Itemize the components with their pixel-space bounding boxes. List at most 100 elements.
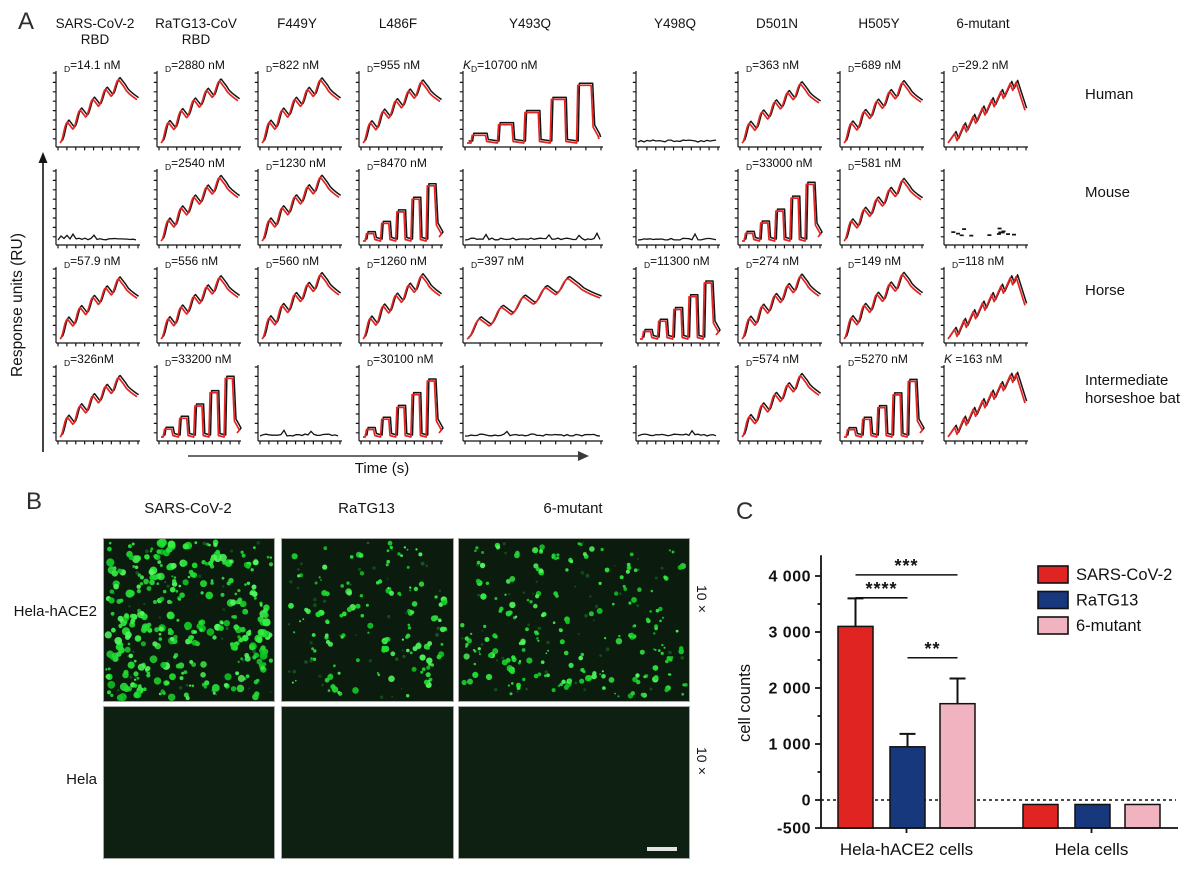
kd-number: =29.2 nM [958,58,1009,72]
binding-curve-data [364,273,443,338]
sensorgram-plot [459,169,603,249]
cell-dot [511,655,516,660]
cell-dot [430,663,434,667]
cell-dot [525,627,529,632]
binding-curve-data [162,275,241,338]
binding-curve-fit [161,377,241,438]
sensorgram-0-6: D=363 nM [730,58,824,154]
cell-dot [387,540,393,546]
cell-dot [390,651,396,657]
cell-dot [313,649,317,653]
cell-dot-faint [527,623,530,627]
cell-dot [146,666,150,670]
kd-value: KD=10700 nM [463,58,538,74]
cell-dot [244,583,247,586]
cell-dot [157,560,162,564]
cell-dot [188,684,192,687]
cell-dot [481,551,485,554]
kd-value: D=1260 nM [367,254,427,270]
cell-dot-faint [390,548,393,551]
cell-dot [623,587,628,591]
sensorgram-plot [459,267,603,347]
cell-dot [440,643,443,646]
row-label-1: Mouse [1085,184,1131,201]
cell-dot [160,693,162,696]
cell-dot [143,687,147,691]
cell-dot [139,575,144,580]
binding-curve-data [637,232,717,241]
sensorgram-1-0 [48,156,142,252]
cell-dot [476,560,481,565]
cell-dot [485,673,493,681]
sensorgram-1-8 [936,156,1030,252]
kd-value: D=30100 nM [367,352,434,368]
cell-dot [237,635,241,639]
cell-dot [433,615,439,621]
cell-dot [107,680,116,689]
cell-dot [167,628,173,633]
cell-dot [257,616,264,623]
cell-dot [568,662,574,668]
cell-dot [629,552,634,557]
cell-dot [312,657,317,661]
cell-dot [563,650,569,656]
cell-dot [210,579,214,582]
cell-dot [667,673,670,676]
cell-dot-faint [496,659,499,662]
cell-dot [535,594,540,599]
cell-dot [162,589,167,594]
cell-dot [405,635,409,639]
cell-dot [230,599,237,606]
sensorgram-2-3: D=1260 nM [351,254,445,350]
cell-dot [121,621,127,627]
cell-dot [660,651,664,655]
cell-dot [582,552,587,557]
binding-curve-data [61,76,140,142]
cell-dot [124,646,131,653]
kd-number: =118 nM [958,254,1005,268]
cell-dot-faint [222,608,226,611]
kd-subscript-d: D [64,64,71,74]
cell-dot [140,626,148,633]
cell-dot [256,658,263,665]
binding-curve-data [61,374,140,436]
cell-dot-faint [297,568,300,571]
cell-dot [311,633,316,637]
binding-curve-data [637,429,717,437]
cell-dot [242,634,249,642]
sensorgram-2-2: D=560 nM [250,254,344,350]
cell-dot [193,630,197,634]
binding-curve-data [259,429,339,437]
mini-axes [459,169,603,249]
cell-dot [358,553,364,558]
cell-dot [426,665,431,670]
cell-dot [427,647,430,650]
cell-dot-faint [164,581,167,584]
cell-dot [665,659,669,664]
sensorgram-1-1: D=2540 nM [149,156,243,252]
cell-dot-faint [494,688,498,692]
cell-dot [169,673,176,681]
cell-dot [128,590,135,597]
kd-number: =1230 nM [272,156,326,170]
mini-axes [836,71,924,151]
cell-dot [385,563,389,567]
kd-value: D=5270 nM [848,352,908,368]
cell-dot-faint [288,670,291,673]
cell-dot [110,611,115,616]
cell-dot-faint [166,584,170,588]
cell-dot-faint [613,565,616,567]
cell-dot [585,675,592,682]
cell-dot [365,603,369,607]
mini-axes [940,169,1028,249]
cell-dot [505,579,511,584]
cell-dot-faint [481,629,484,632]
cell-dot [569,559,574,564]
cell-dot [188,635,194,641]
cell-dot [111,627,116,633]
cell-dot [557,684,561,687]
mini-axes [52,71,140,151]
cell-dot-faint [680,656,685,660]
binding-curve-fit [59,278,138,340]
